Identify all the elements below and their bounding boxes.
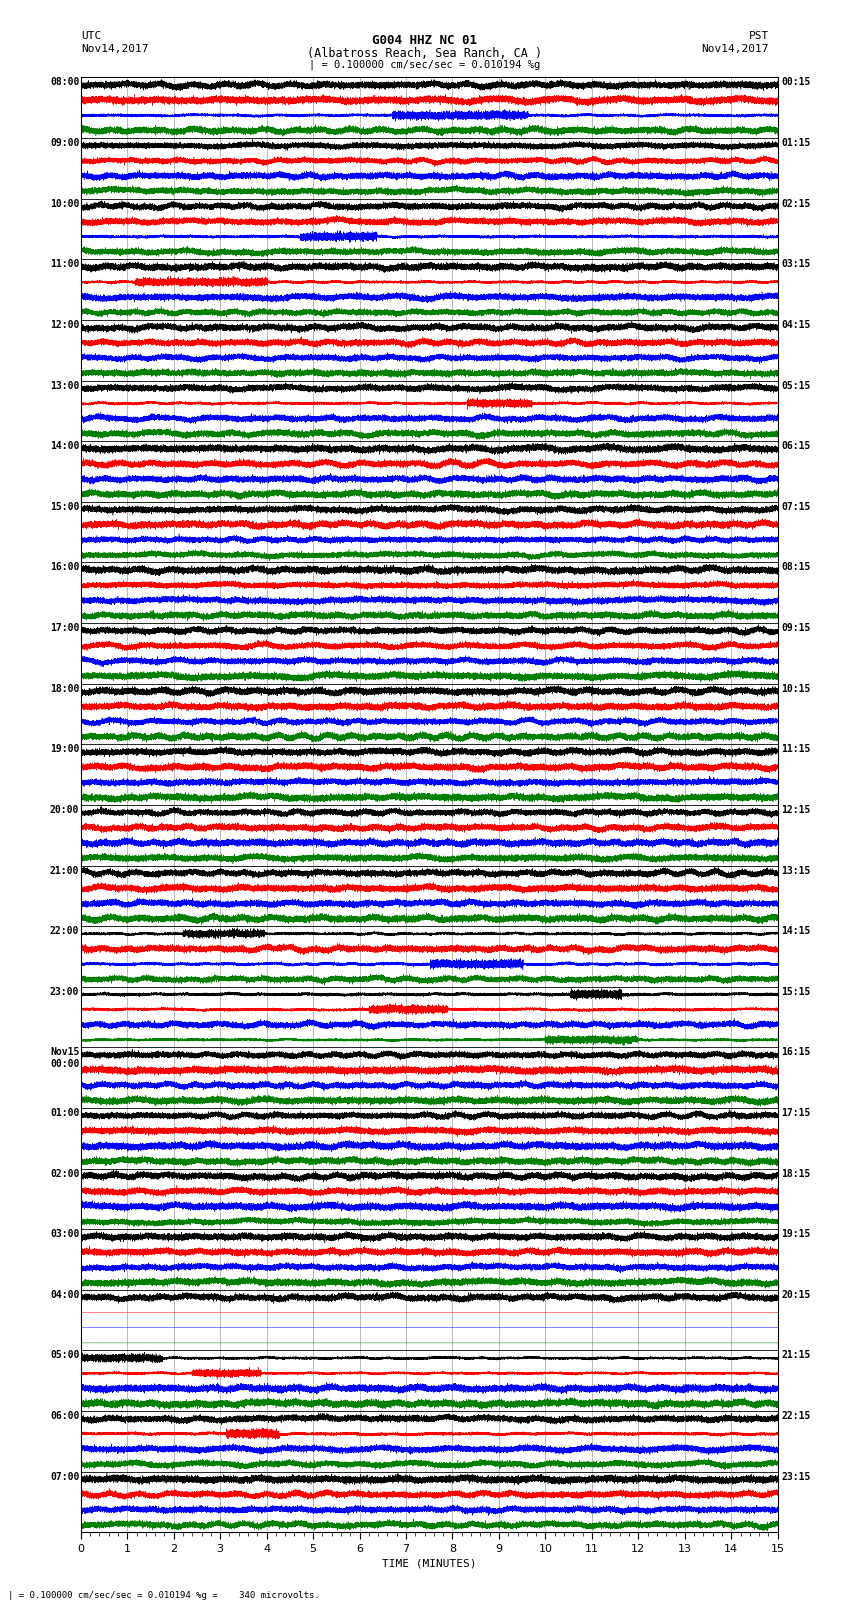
Text: 20:15: 20:15 [781,1290,811,1300]
Text: 12:00: 12:00 [50,319,79,331]
Text: 23:00: 23:00 [50,987,79,997]
Text: 03:00: 03:00 [50,1229,79,1239]
Text: 09:15: 09:15 [781,623,811,632]
Text: Nov15
00:00: Nov15 00:00 [50,1047,79,1069]
Text: 01:15: 01:15 [781,139,811,148]
Text: 13:15: 13:15 [781,866,811,876]
Text: 16:00: 16:00 [50,563,79,573]
Text: 12:15: 12:15 [781,805,811,815]
Text: 15:00: 15:00 [50,502,79,511]
Text: 19:00: 19:00 [50,744,79,755]
Text: 03:15: 03:15 [781,260,811,269]
Text: 13:00: 13:00 [50,381,79,390]
Text: 19:15: 19:15 [781,1229,811,1239]
Text: 18:15: 18:15 [781,1168,811,1179]
Text: 14:15: 14:15 [781,926,811,936]
Text: UTC: UTC [81,31,101,40]
Text: | = 0.100000 cm/sec/sec = 0.010194 %g: | = 0.100000 cm/sec/sec = 0.010194 %g [309,60,541,71]
Text: G004 HHZ NC 01: G004 HHZ NC 01 [372,34,478,47]
Text: 17:00: 17:00 [50,623,79,632]
Text: 22:00: 22:00 [50,926,79,936]
Text: 11:15: 11:15 [781,744,811,755]
Text: 02:00: 02:00 [50,1168,79,1179]
Text: 20:00: 20:00 [50,805,79,815]
Text: 08:15: 08:15 [781,563,811,573]
Text: 00:15: 00:15 [781,77,811,87]
X-axis label: TIME (MINUTES): TIME (MINUTES) [382,1558,477,1568]
Text: 05:00: 05:00 [50,1350,79,1360]
Text: 10:15: 10:15 [781,684,811,694]
Text: 18:00: 18:00 [50,684,79,694]
Text: 17:15: 17:15 [781,1108,811,1118]
Text: 05:15: 05:15 [781,381,811,390]
Text: 23:15: 23:15 [781,1471,811,1482]
Text: 16:15: 16:15 [781,1047,811,1058]
Text: 11:00: 11:00 [50,260,79,269]
Text: | = 0.100000 cm/sec/sec = 0.010194 %g =    340 microvolts.: | = 0.100000 cm/sec/sec = 0.010194 %g = … [8,1590,320,1600]
Text: 22:15: 22:15 [781,1411,811,1421]
Text: 06:00: 06:00 [50,1411,79,1421]
Text: 01:00: 01:00 [50,1108,79,1118]
Text: 02:15: 02:15 [781,198,811,208]
Text: 06:15: 06:15 [781,440,811,452]
Text: 21:15: 21:15 [781,1350,811,1360]
Text: 04:15: 04:15 [781,319,811,331]
Text: 07:00: 07:00 [50,1471,79,1482]
Text: PST: PST [749,31,769,40]
Text: Nov14,2017: Nov14,2017 [81,44,148,53]
Text: Nov14,2017: Nov14,2017 [702,44,769,53]
Text: 04:00: 04:00 [50,1290,79,1300]
Text: 15:15: 15:15 [781,987,811,997]
Text: 21:00: 21:00 [50,866,79,876]
Text: 07:15: 07:15 [781,502,811,511]
Text: 10:00: 10:00 [50,198,79,208]
Text: 09:00: 09:00 [50,139,79,148]
Text: (Albatross Reach, Sea Ranch, CA ): (Albatross Reach, Sea Ranch, CA ) [308,47,542,60]
Text: 08:00: 08:00 [50,77,79,87]
Text: 14:00: 14:00 [50,440,79,452]
